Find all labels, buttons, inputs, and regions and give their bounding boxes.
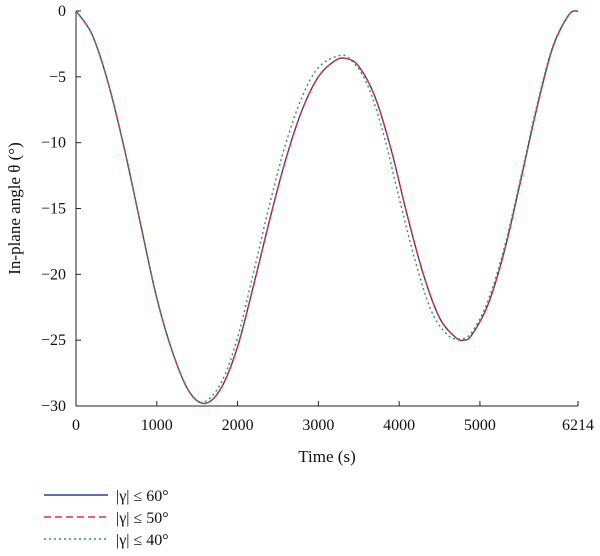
y-tick-label: −20	[41, 266, 66, 283]
series-line-2	[75, 10, 579, 405]
x-tick-label: 2000	[222, 417, 254, 434]
x-tick-label: 4000	[383, 417, 415, 434]
x-axis-title: Time (s)	[298, 447, 355, 466]
y-tick-label: −30	[41, 398, 66, 415]
legend-label-3: |γ| ≤ 40°	[116, 532, 169, 549]
y-axis-title: In-plane angle θ (°)	[5, 142, 24, 274]
legend-label-2: |γ| ≤ 50°	[116, 510, 169, 527]
x-tick-label: 6214	[562, 417, 594, 434]
x-tick-label: 5000	[464, 417, 496, 434]
x-tick-label: 0	[72, 417, 80, 434]
y-tick-label: 0	[58, 3, 66, 20]
x-tick-label: 1000	[141, 417, 173, 434]
x-tick-label: 3000	[302, 417, 334, 434]
series-layer	[75, 10, 579, 405]
legend-label-1: |γ| ≤ 60°	[116, 488, 169, 505]
axes	[75, 11, 578, 407]
y-tick-label: −5	[49, 69, 66, 86]
series-line-1	[75, 10, 579, 405]
ticks-layer: 0 1000 2000 3000 4000 5000 6214 0 −5 −10 −15 −20 −25…	[41, 3, 594, 434]
y-tick-label: −25	[41, 332, 66, 349]
series-line-3	[75, 10, 579, 404]
y-tick-label: −10	[41, 135, 66, 152]
legend: |γ| ≤ 60° |γ| ≤ 50° |γ| ≤ 40°	[44, 488, 169, 549]
y-tick-label: −15	[41, 201, 66, 218]
